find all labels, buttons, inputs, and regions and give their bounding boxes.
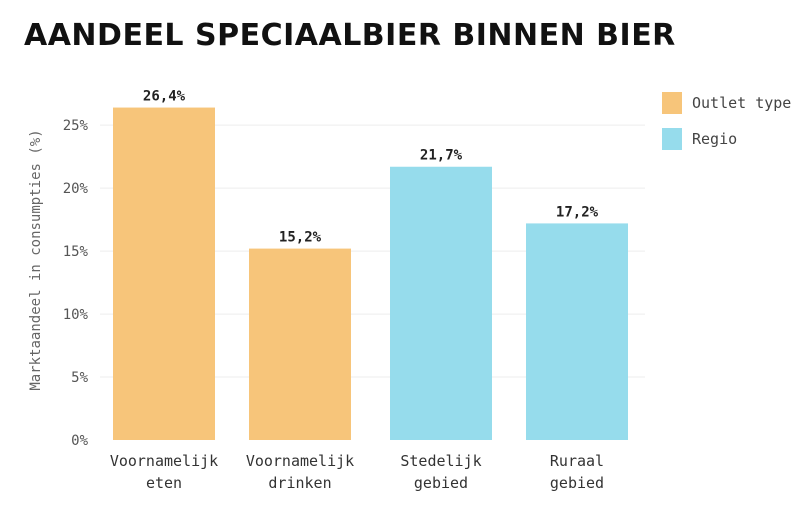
y-tick-label: 5% — [71, 370, 88, 386]
legend-swatch — [662, 92, 682, 114]
y-tick-label: 20% — [63, 181, 89, 197]
y-tick-label: 0% — [71, 433, 88, 449]
chart-title: AANDEEL SPECIAALBIER BINNEN BIER — [24, 18, 676, 53]
bar — [249, 248, 351, 440]
category-label: gebied — [550, 474, 604, 492]
bar-value-label: 26,4% — [143, 89, 186, 105]
category-label: gebied — [414, 474, 468, 492]
legend: Outlet type Regio — [662, 92, 791, 150]
bar-value-label: 21,7% — [420, 148, 463, 164]
category-label: Stedelijk — [400, 452, 481, 470]
legend-swatch — [662, 128, 682, 150]
bars: 26,4% Voornamelijk eten 15,2% Voornamelijk dr… — [110, 89, 628, 492]
y-tick-label: 25% — [63, 118, 89, 134]
category-label: Voornamelijk — [110, 452, 218, 470]
category-label: Ruraal — [550, 452, 604, 470]
bar — [526, 223, 628, 440]
y-axis-ticks: 0% 5% 10% 15% 20% 25% — [63, 118, 89, 449]
legend-label: Outlet type — [692, 94, 791, 112]
bar — [113, 107, 215, 441]
y-tick-label: 15% — [63, 244, 89, 260]
category-label: eten — [146, 474, 182, 492]
category-label: drinken — [268, 474, 331, 492]
legend-label: Regio — [692, 130, 737, 148]
bar — [390, 166, 492, 441]
category-label: Voornamelijk — [246, 452, 354, 470]
y-tick-label: 10% — [63, 307, 89, 323]
y-axis-label: Marktaandeel in consumpties (%) — [28, 129, 44, 390]
bar-value-label: 15,2% — [279, 230, 322, 246]
bar-value-label: 17,2% — [556, 204, 599, 220]
